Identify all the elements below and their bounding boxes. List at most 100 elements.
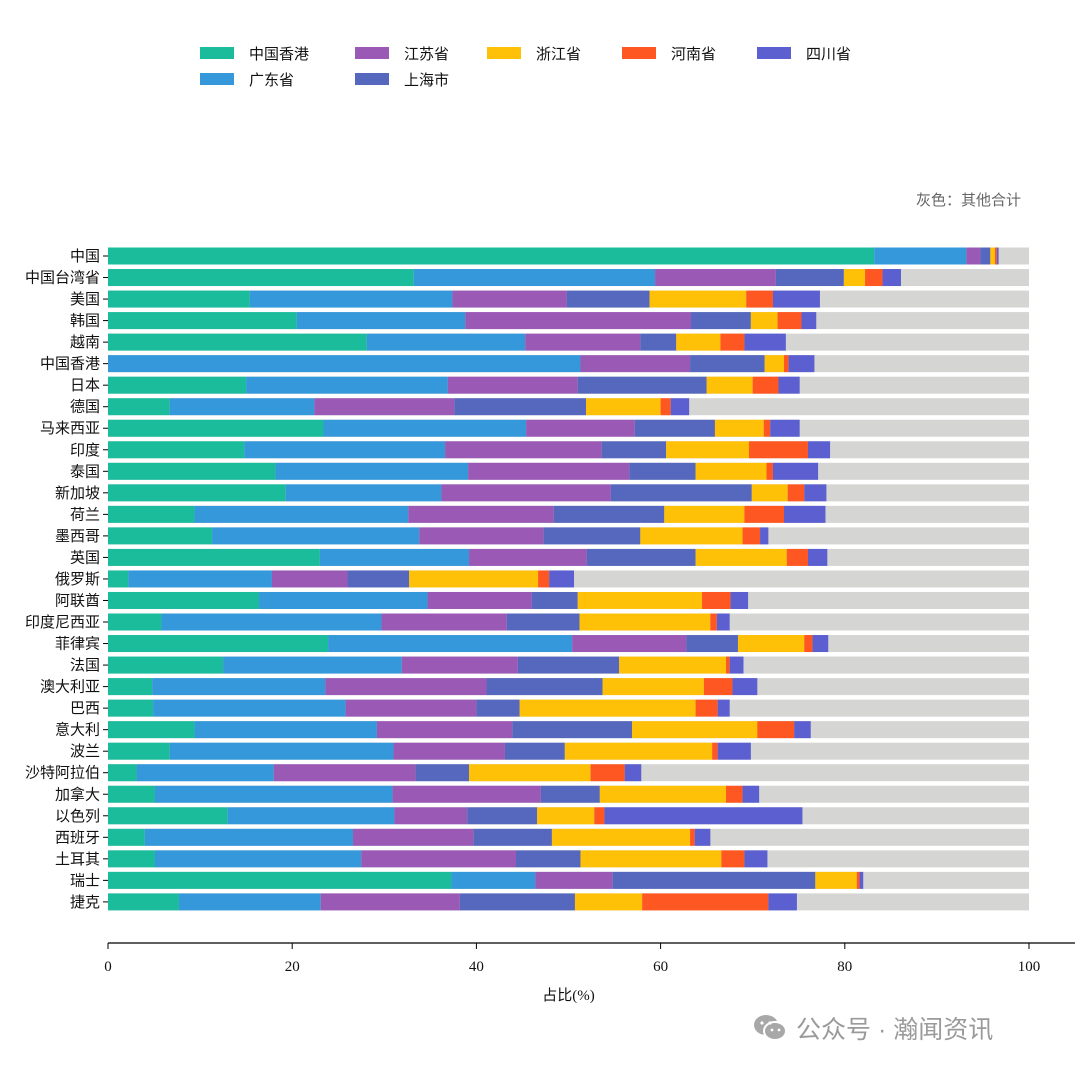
bar-segment — [108, 656, 224, 674]
bar-segment — [787, 484, 805, 502]
bar-segment — [690, 355, 765, 373]
bar-segment — [874, 247, 967, 265]
bar-segment — [108, 613, 162, 631]
bar-segment — [169, 398, 315, 416]
bar-segment — [314, 398, 455, 416]
bar-segment — [994, 247, 997, 265]
bar-segment — [695, 699, 718, 717]
bar-segment — [725, 785, 743, 803]
bar-segment — [744, 505, 785, 523]
bar-segment — [725, 656, 730, 674]
bar-segment — [980, 247, 991, 265]
bar-segment — [537, 807, 595, 825]
y-tick-label: 瑞士 — [70, 872, 100, 889]
bar-segment — [108, 333, 367, 351]
bar-segment — [108, 312, 297, 330]
bar-segment — [843, 269, 866, 287]
bar-segment — [345, 699, 477, 717]
bar-segment — [212, 527, 420, 545]
bar-segment — [108, 419, 324, 437]
y-tick-label: 美国 — [70, 291, 100, 308]
bar-segment — [108, 785, 155, 803]
bar-segment — [108, 893, 179, 911]
bar-segment — [476, 699, 520, 717]
bar-segment — [801, 312, 817, 330]
bar-segment — [579, 613, 711, 631]
bar-segment — [366, 333, 526, 351]
bar-segment — [454, 398, 586, 416]
bar-segment — [624, 764, 642, 782]
bar-segment — [812, 635, 829, 653]
bar-segment — [108, 828, 145, 846]
x-tick-label: 0 — [104, 959, 112, 975]
bar-segment — [710, 613, 717, 631]
bar-segment — [469, 548, 587, 566]
x-tick-label: 80 — [837, 959, 852, 975]
bar-segment — [415, 764, 470, 782]
bar-segment — [737, 635, 805, 653]
y-tick-label: 菲律宾 — [55, 636, 100, 653]
bar-segment — [409, 570, 539, 588]
bar-segment — [749, 441, 808, 459]
bar-segment — [564, 742, 713, 760]
bar-segment — [580, 850, 722, 868]
bar-segment — [599, 785, 726, 803]
bar-segment — [746, 290, 773, 308]
bar-segment — [778, 376, 800, 394]
bar-segment — [586, 548, 696, 566]
x-tick-label: 100 — [1018, 959, 1041, 975]
bar-segment — [108, 850, 155, 868]
bar-segment — [744, 333, 786, 351]
bar-segment — [553, 505, 665, 523]
bar-segment — [772, 290, 820, 308]
y-tick-label: 中国 — [70, 248, 100, 265]
y-tick-label: 印度 — [70, 442, 100, 459]
bar-segment — [128, 570, 272, 588]
bar-segment — [227, 807, 395, 825]
y-tick-label: 印度尼西亚 — [25, 614, 100, 631]
bar-segment — [577, 591, 703, 609]
bar-segment — [619, 656, 726, 674]
bar-segment — [601, 441, 667, 459]
y-tick-label: 英国 — [70, 548, 100, 566]
bar-segment — [695, 462, 767, 480]
bar-segment — [273, 764, 416, 782]
bar-segment — [516, 850, 581, 868]
bar-segment — [686, 635, 738, 653]
bar-segment — [108, 807, 228, 825]
legend-label: 浙江省 — [536, 46, 581, 63]
bar-segment — [320, 893, 460, 911]
bar-segment — [108, 269, 414, 287]
bar-segment — [632, 721, 758, 739]
bar-segment — [451, 871, 536, 889]
bar-segment — [538, 570, 550, 588]
bar-segment — [660, 398, 671, 416]
bar-segment — [766, 462, 773, 480]
bar-segment — [676, 333, 721, 351]
bar-segment — [990, 247, 995, 265]
bar-segment — [296, 312, 466, 330]
bar-segment — [108, 376, 247, 394]
bar-segment — [136, 764, 274, 782]
bar-segment — [394, 807, 468, 825]
wechat-icon — [754, 1015, 787, 1041]
bar-segment — [690, 828, 695, 846]
bar-segment — [577, 376, 707, 394]
bar-segment — [468, 462, 630, 480]
watermark: 公众号 · 瀚闻资讯 — [752, 1010, 993, 1046]
bar-segment — [504, 742, 565, 760]
bar-segment — [108, 290, 250, 308]
bar-segment — [604, 807, 803, 825]
bar-segment — [580, 355, 691, 373]
bar-segment — [393, 742, 505, 760]
y-tick-label: 德国 — [70, 398, 100, 416]
bar-segment — [512, 721, 633, 739]
bar-segment — [695, 548, 787, 566]
bar-segment — [807, 441, 831, 459]
bar-segment — [585, 398, 661, 416]
bar-segment — [323, 419, 527, 437]
bar-segment — [108, 721, 195, 739]
bar-segment — [249, 290, 453, 308]
bar-segment — [347, 570, 410, 588]
